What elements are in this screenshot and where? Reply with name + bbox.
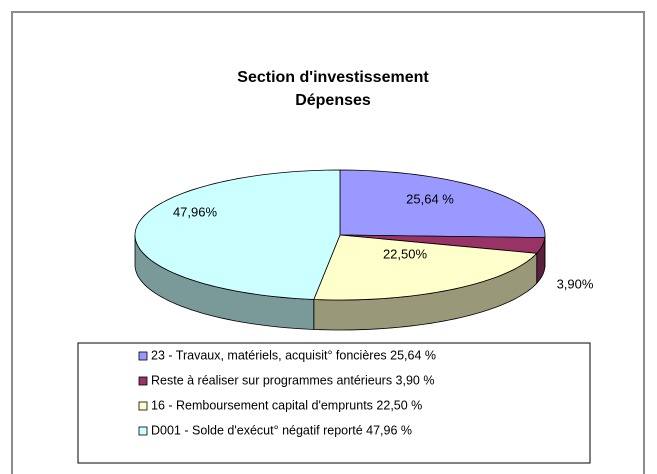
legend-label: Reste à réaliser sur programmes antérieu…	[151, 373, 434, 387]
legend-box	[77, 342, 591, 464]
legend-label: 16 - Remboursement capital d'emprunts 22…	[151, 398, 422, 412]
slice	[339, 169, 546, 239]
data-label: 47,96%	[173, 204, 218, 219]
data-label: 3,90%	[557, 276, 594, 291]
slice	[313, 234, 538, 301]
legend-swatch	[138, 351, 148, 361]
chart-subtitle: Dépenses	[295, 92, 371, 109]
data-label: 22,50%	[383, 246, 428, 261]
legend-label: 23 - Travaux, matériels, acquisit° fonci…	[151, 348, 436, 362]
legend-label: D001 - Solde d'exécut° négatif reporté 4…	[151, 423, 412, 437]
slice	[134, 169, 341, 300]
data-label: 25,64 %	[406, 191, 454, 206]
legend-swatch	[138, 376, 148, 386]
legend-swatch	[138, 426, 148, 436]
chart-title: Section d'investissement	[237, 69, 429, 86]
legend-swatch	[138, 401, 148, 411]
